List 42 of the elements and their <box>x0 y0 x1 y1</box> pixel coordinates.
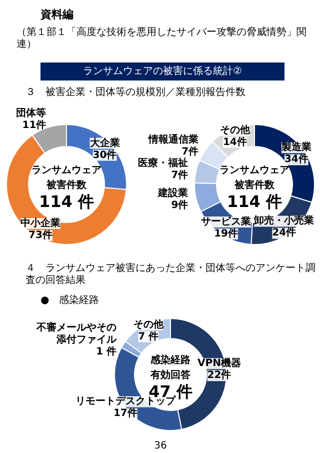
data-label: 30件 <box>92 148 117 161</box>
data-label: 11件 <box>22 119 46 132</box>
slice-label: 不審メールやその添付ファイル <box>36 322 118 346</box>
data-label: 34件 <box>284 153 308 166</box>
chart-title: ４ ランサムウェア被害にあった企業・団体等へのアンケート調査の回答結果 <box>26 262 316 286</box>
text: （第１部１「高度な技術を悪用したサイバー攻撃の脅威情勢」関連） <box>16 26 306 50</box>
slice-label: 団体等 <box>16 107 46 120</box>
data-label: 73件 <box>28 229 52 242</box>
data-label: 14件 <box>222 136 247 148</box>
slice-label: サービス業 <box>201 216 252 228</box>
slice-label: 中小企業 <box>20 217 60 230</box>
data-label: 17件 <box>113 407 138 420</box>
chart-title: ３ 被害企業・団体等の規模別／業種別報告件数 <box>26 86 246 98</box>
chart-subtitle: ● 感染経路 <box>40 294 100 306</box>
slice-label: 情報通信業 <box>148 133 199 146</box>
text: 36 <box>154 440 167 452</box>
slice-label: 建設業 <box>157 186 188 199</box>
text: ランサムウェアの被害に係る統計② <box>83 65 242 77</box>
data-label: 1 件 <box>96 346 117 358</box>
text: 有効回答 <box>150 369 192 381</box>
text: 感染経路 <box>150 354 190 366</box>
slice-label: 製造業 <box>280 141 312 154</box>
slice-label: 卸売・小売業 <box>253 214 314 227</box>
text: 被害件数 <box>46 179 88 191</box>
text: ランサムウェア <box>220 165 290 176</box>
text: 被害件数 <box>234 179 276 191</box>
data-label: 7件 <box>171 169 188 182</box>
data-label: 9件 <box>171 198 188 211</box>
slice-label: その他 <box>220 124 251 136</box>
data-label: 22件 <box>207 369 232 382</box>
text: 資料編 <box>40 8 74 21</box>
slice-label: 大企業 <box>88 136 120 149</box>
data-label: 19件 <box>214 228 238 240</box>
text: 114 件 <box>39 192 94 211</box>
text: 114 件 <box>227 192 282 211</box>
slice-label: 医療・福祉 <box>138 157 188 170</box>
data-label: 7 件 <box>138 330 159 342</box>
text: ランサムウェア <box>32 165 102 176</box>
slice-label: VPN機器 <box>198 357 241 370</box>
slice-label: その他 <box>133 318 164 330</box>
data-label: 24件 <box>272 226 296 239</box>
data-label: 7件 <box>182 145 199 158</box>
